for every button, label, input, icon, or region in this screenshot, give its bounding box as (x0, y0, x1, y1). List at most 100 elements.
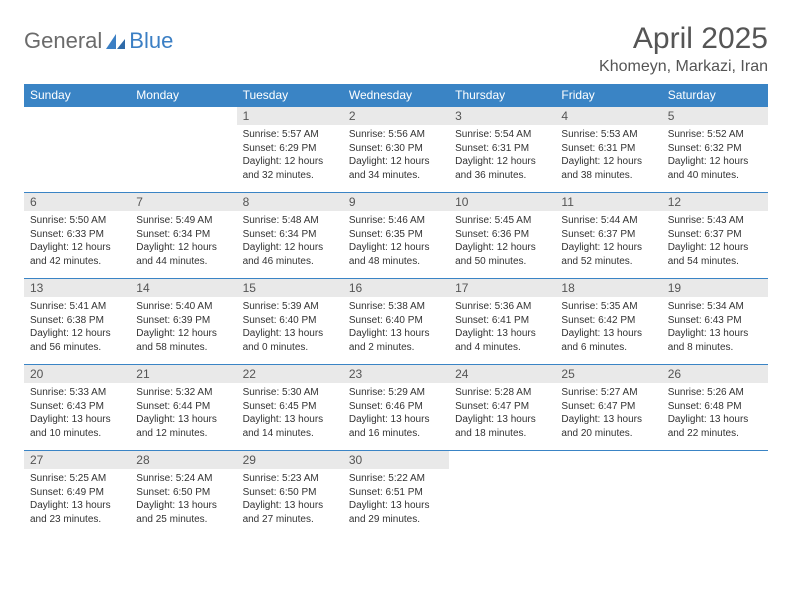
sunrise-line: Sunrise: 5:33 AM (30, 386, 124, 400)
daylight-line: Daylight: 13 hours and 2 minutes. (349, 327, 443, 354)
empty-cell (662, 451, 768, 537)
daylight-line: Daylight: 12 hours and 38 minutes. (561, 155, 655, 182)
day-number: 17 (449, 279, 555, 297)
day-number: 24 (449, 365, 555, 383)
title-block: April 2025 Khomeyn, Markazi, Iran (599, 22, 768, 76)
day-text: Sunrise: 5:50 AMSunset: 6:33 PMDaylight:… (24, 211, 130, 272)
daylight-line: Daylight: 13 hours and 27 minutes. (243, 499, 337, 526)
sunset-line: Sunset: 6:43 PM (30, 400, 124, 414)
sunrise-line: Sunrise: 5:41 AM (30, 300, 124, 314)
day-text: Sunrise: 5:38 AMSunset: 6:40 PMDaylight:… (343, 297, 449, 358)
sunrise-line: Sunrise: 5:38 AM (349, 300, 443, 314)
sunset-line: Sunset: 6:36 PM (455, 228, 549, 242)
day-number: 19 (662, 279, 768, 297)
day-cell: 16Sunrise: 5:38 AMSunset: 6:40 PMDayligh… (343, 279, 449, 365)
sunset-line: Sunset: 6:44 PM (136, 400, 230, 414)
daylight-line: Daylight: 13 hours and 16 minutes. (349, 413, 443, 440)
dow-header: Sunday (24, 84, 130, 107)
day-cell: 26Sunrise: 5:26 AMSunset: 6:48 PMDayligh… (662, 365, 768, 451)
daylight-line: Daylight: 12 hours and 52 minutes. (561, 241, 655, 268)
day-text: Sunrise: 5:44 AMSunset: 6:37 PMDaylight:… (555, 211, 661, 272)
sunset-line: Sunset: 6:39 PM (136, 314, 230, 328)
day-number: 20 (24, 365, 130, 383)
day-number: 27 (24, 451, 130, 469)
day-text: Sunrise: 5:24 AMSunset: 6:50 PMDaylight:… (130, 469, 236, 530)
day-number: 4 (555, 107, 661, 125)
day-cell: 10Sunrise: 5:45 AMSunset: 6:36 PMDayligh… (449, 193, 555, 279)
day-cell: 9Sunrise: 5:46 AMSunset: 6:35 PMDaylight… (343, 193, 449, 279)
calendar-table: SundayMondayTuesdayWednesdayThursdayFrid… (24, 84, 768, 537)
empty-cell (24, 107, 130, 193)
sunrise-line: Sunrise: 5:52 AM (668, 128, 762, 142)
dow-header: Friday (555, 84, 661, 107)
sunrise-line: Sunrise: 5:40 AM (136, 300, 230, 314)
sunrise-line: Sunrise: 5:39 AM (243, 300, 337, 314)
day-text: Sunrise: 5:25 AMSunset: 6:49 PMDaylight:… (24, 469, 130, 530)
empty-cell (555, 451, 661, 537)
day-cell: 22Sunrise: 5:30 AMSunset: 6:45 PMDayligh… (237, 365, 343, 451)
sunrise-line: Sunrise: 5:57 AM (243, 128, 337, 142)
week-row: 6Sunrise: 5:50 AMSunset: 6:33 PMDaylight… (24, 193, 768, 279)
day-number: 1 (237, 107, 343, 125)
daylight-line: Daylight: 12 hours and 56 minutes. (30, 327, 124, 354)
sunset-line: Sunset: 6:51 PM (349, 486, 443, 500)
daylight-line: Daylight: 12 hours and 54 minutes. (668, 241, 762, 268)
day-text: Sunrise: 5:26 AMSunset: 6:48 PMDaylight:… (662, 383, 768, 444)
daylight-line: Daylight: 12 hours and 34 minutes. (349, 155, 443, 182)
daylight-line: Daylight: 13 hours and 14 minutes. (243, 413, 337, 440)
week-row: 13Sunrise: 5:41 AMSunset: 6:38 PMDayligh… (24, 279, 768, 365)
day-cell: 2Sunrise: 5:56 AMSunset: 6:30 PMDaylight… (343, 107, 449, 193)
day-cell: 29Sunrise: 5:23 AMSunset: 6:50 PMDayligh… (237, 451, 343, 537)
day-number: 8 (237, 193, 343, 211)
sunrise-line: Sunrise: 5:35 AM (561, 300, 655, 314)
daylight-line: Daylight: 13 hours and 25 minutes. (136, 499, 230, 526)
sunrise-line: Sunrise: 5:30 AM (243, 386, 337, 400)
day-cell: 14Sunrise: 5:40 AMSunset: 6:39 PMDayligh… (130, 279, 236, 365)
daylight-line: Daylight: 12 hours and 46 minutes. (243, 241, 337, 268)
sunset-line: Sunset: 6:37 PM (561, 228, 655, 242)
day-number: 15 (237, 279, 343, 297)
day-number: 18 (555, 279, 661, 297)
sunrise-line: Sunrise: 5:54 AM (455, 128, 549, 142)
day-cell: 30Sunrise: 5:22 AMSunset: 6:51 PMDayligh… (343, 451, 449, 537)
day-text: Sunrise: 5:56 AMSunset: 6:30 PMDaylight:… (343, 125, 449, 186)
week-row: 1Sunrise: 5:57 AMSunset: 6:29 PMDaylight… (24, 107, 768, 193)
empty-cell (130, 107, 236, 193)
day-text: Sunrise: 5:54 AMSunset: 6:31 PMDaylight:… (449, 125, 555, 186)
sunrise-line: Sunrise: 5:32 AM (136, 386, 230, 400)
sunset-line: Sunset: 6:30 PM (349, 142, 443, 156)
daylight-line: Daylight: 13 hours and 6 minutes. (561, 327, 655, 354)
daylight-line: Daylight: 13 hours and 29 minutes. (349, 499, 443, 526)
day-text: Sunrise: 5:32 AMSunset: 6:44 PMDaylight:… (130, 383, 236, 444)
daylight-line: Daylight: 12 hours and 44 minutes. (136, 241, 230, 268)
day-text: Sunrise: 5:46 AMSunset: 6:35 PMDaylight:… (343, 211, 449, 272)
day-cell: 4Sunrise: 5:53 AMSunset: 6:31 PMDaylight… (555, 107, 661, 193)
sunrise-line: Sunrise: 5:22 AM (349, 472, 443, 486)
day-cell: 28Sunrise: 5:24 AMSunset: 6:50 PMDayligh… (130, 451, 236, 537)
day-text: Sunrise: 5:29 AMSunset: 6:46 PMDaylight:… (343, 383, 449, 444)
daylight-line: Daylight: 13 hours and 10 minutes. (30, 413, 124, 440)
day-cell: 19Sunrise: 5:34 AMSunset: 6:43 PMDayligh… (662, 279, 768, 365)
day-number: 3 (449, 107, 555, 125)
logo-sail-icon (105, 32, 127, 50)
dow-header: Saturday (662, 84, 768, 107)
day-text: Sunrise: 5:52 AMSunset: 6:32 PMDaylight:… (662, 125, 768, 186)
day-number: 6 (24, 193, 130, 211)
dow-header: Tuesday (237, 84, 343, 107)
logo: General Blue (24, 22, 173, 54)
header: General Blue April 2025 Khomeyn, Markazi… (24, 22, 768, 76)
day-number: 23 (343, 365, 449, 383)
sunrise-line: Sunrise: 5:44 AM (561, 214, 655, 228)
sunset-line: Sunset: 6:41 PM (455, 314, 549, 328)
sunset-line: Sunset: 6:38 PM (30, 314, 124, 328)
day-text: Sunrise: 5:34 AMSunset: 6:43 PMDaylight:… (662, 297, 768, 358)
daylight-line: Daylight: 13 hours and 22 minutes. (668, 413, 762, 440)
day-text: Sunrise: 5:43 AMSunset: 6:37 PMDaylight:… (662, 211, 768, 272)
sunrise-line: Sunrise: 5:24 AM (136, 472, 230, 486)
day-number: 21 (130, 365, 236, 383)
sunset-line: Sunset: 6:46 PM (349, 400, 443, 414)
dow-header: Wednesday (343, 84, 449, 107)
month-title: April 2025 (599, 22, 768, 56)
daylight-line: Daylight: 13 hours and 20 minutes. (561, 413, 655, 440)
dow-header: Thursday (449, 84, 555, 107)
